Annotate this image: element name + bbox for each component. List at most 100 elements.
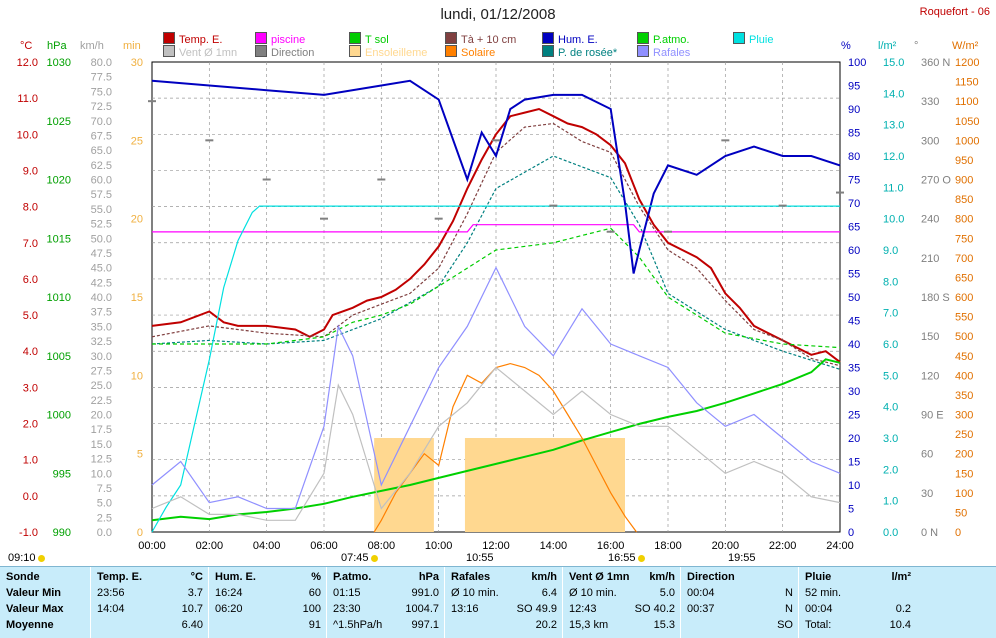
stats-cell: Total: 10.4	[805, 619, 911, 631]
axis-title-min: min	[123, 40, 141, 52]
tick-label-wind: 72.5	[91, 101, 112, 113]
tick-label-temp: 10.0	[17, 129, 38, 141]
tick-label-temp: 11.0	[17, 93, 38, 105]
stats-column: Hum. E.% 16:24 60 06:20 100 91	[208, 567, 327, 638]
tick-label-solar: 1000	[955, 135, 979, 147]
row-label-max: Valeur Max	[6, 603, 64, 615]
legend-label: piscine	[271, 34, 306, 46]
tick-label-wind: 27.5	[91, 365, 112, 377]
legend-swatch	[255, 32, 267, 44]
direction-mark	[434, 217, 443, 220]
stats-column-header: Vent Ø 1mn km/h	[569, 571, 675, 583]
tick-label-rain: 11.0	[883, 182, 904, 194]
tick-label-time: 16:00	[597, 540, 625, 552]
direction-mark	[606, 230, 615, 233]
tick-label-time: 22:00	[769, 540, 797, 552]
tick-label-wind: 35.0	[91, 321, 112, 333]
tick-label-rain: 0.0	[883, 527, 898, 539]
tick-label-direction: 210	[921, 253, 939, 265]
direction-mark	[836, 191, 844, 194]
stats-cell: 06:20 100	[215, 603, 321, 615]
legend-label: Ensoleilleme	[365, 47, 428, 59]
stats-cell: ^1.5hPa/h 997.1	[333, 619, 439, 631]
axes: -1.0 0.0 1.0 2.0 3.0 4.0 5.0 6.0 7.0 8.0 9.0 10.0 11…	[17, 57, 980, 552]
legend-swatch	[445, 32, 457, 44]
legend-item: Vent Ø 1mn	[163, 45, 237, 59]
stats-cell: 00:04 N	[687, 587, 793, 599]
stats-column: Temp. E. °C 23:56 3.7 14:04 10.7 6.40	[90, 567, 209, 638]
tick-label-humidity: 20	[848, 433, 860, 445]
tick-label-direction: 120	[921, 370, 939, 382]
tick-label-humidity: 65	[848, 222, 860, 234]
legend-label: T sol	[365, 34, 389, 46]
tick-label-humidity: 15	[848, 457, 860, 469]
legend-item: Tà + 10 cm	[445, 32, 516, 46]
tick-label-humidity: 30	[848, 386, 860, 398]
legend-label: Rafales	[653, 47, 691, 59]
station-name: Roquefort - 06	[919, 6, 990, 18]
legend-swatch	[349, 45, 361, 57]
series-line-hum-e-	[151, 79, 841, 274]
tick-label-humidity: 55	[848, 269, 860, 281]
tick-label-min: 5	[137, 449, 143, 461]
tick-label-wind: 0.0	[97, 527, 112, 539]
series-line-p-de-ros-e-	[151, 155, 841, 370]
tick-label-solar: 150	[955, 468, 973, 480]
tick-label-pressure: 1005	[47, 351, 71, 363]
tick-label-temp: -1.0	[19, 527, 38, 539]
tick-label-solar: 0	[955, 527, 961, 539]
stats-column-header: Direction	[687, 571, 735, 583]
tick-label-wind: 32.5	[91, 336, 112, 348]
tick-label-rain: 4.0	[883, 402, 898, 414]
series-line-temp-e-	[151, 107, 841, 363]
legend-label: P. de rosée*	[558, 47, 618, 59]
tick-label-solar: 500	[955, 331, 973, 343]
tick-label-humidity: 40	[848, 339, 860, 351]
stats-cell: 20.2	[535, 619, 557, 631]
tick-label-wind: 20.0	[91, 410, 112, 422]
tick-label-rain: 1.0	[883, 496, 898, 508]
tick-label-solar: 50	[955, 507, 967, 519]
stats-cell: 91	[308, 619, 321, 631]
legend-label: Tà + 10 cm	[461, 34, 517, 46]
marker-1955: 19:55	[728, 552, 756, 564]
tick-label-direction: 360 N	[921, 57, 950, 69]
legend-label: Pluie	[749, 34, 774, 46]
tick-label-min: 20	[131, 214, 143, 226]
tick-label-time: 04:00	[253, 540, 281, 552]
legend-item: P.atmo.	[637, 32, 690, 46]
tick-label-wind: 7.5	[97, 483, 112, 495]
legend-item: Ensoleilleme	[349, 45, 427, 59]
row-label-sonde: Sonde	[6, 571, 40, 583]
legend-swatch	[733, 32, 745, 44]
tick-label-wind: 15.0	[91, 439, 112, 451]
tick-label-solar: 100	[955, 488, 973, 500]
axis-title-direction: °	[914, 40, 919, 52]
axis-title-temp: °C	[20, 40, 33, 52]
series-line-t-sol	[152, 227, 841, 349]
legend-item: Solaire	[445, 45, 495, 59]
stats-cell: 15,3 km 15.3	[569, 619, 675, 631]
tick-label-wind: 30.0	[91, 351, 112, 363]
tick-label-temp: 3.0	[23, 382, 38, 394]
tick-label-solar: 650	[955, 272, 973, 284]
tick-label-rain: 3.0	[883, 433, 898, 445]
direction-mark	[664, 230, 672, 233]
tick-label-wind: 67.5	[91, 130, 112, 142]
series-line-piscine	[152, 224, 840, 233]
tick-label-humidity: 85	[848, 128, 860, 140]
tick-label-pressure: 1015	[47, 233, 71, 245]
tick-label-humidity: 0	[848, 527, 854, 539]
tick-label-humidity: 50	[848, 292, 860, 304]
page-title: lundi, 01/12/2008	[440, 6, 556, 23]
tick-label-solar: 200	[955, 449, 973, 461]
series-line-vent-1mn	[151, 366, 841, 521]
tick-label-time: 00:00	[138, 540, 166, 552]
tick-label-pressure: 1010	[47, 292, 71, 304]
sunrise-icon	[370, 555, 378, 562]
tick-label-time: 12:00	[482, 540, 510, 552]
direction-mark	[549, 204, 558, 207]
tick-label-wind: 25.0	[91, 380, 112, 392]
legend-swatch	[542, 32, 554, 44]
tick-label-wind: 40.0	[91, 292, 112, 304]
